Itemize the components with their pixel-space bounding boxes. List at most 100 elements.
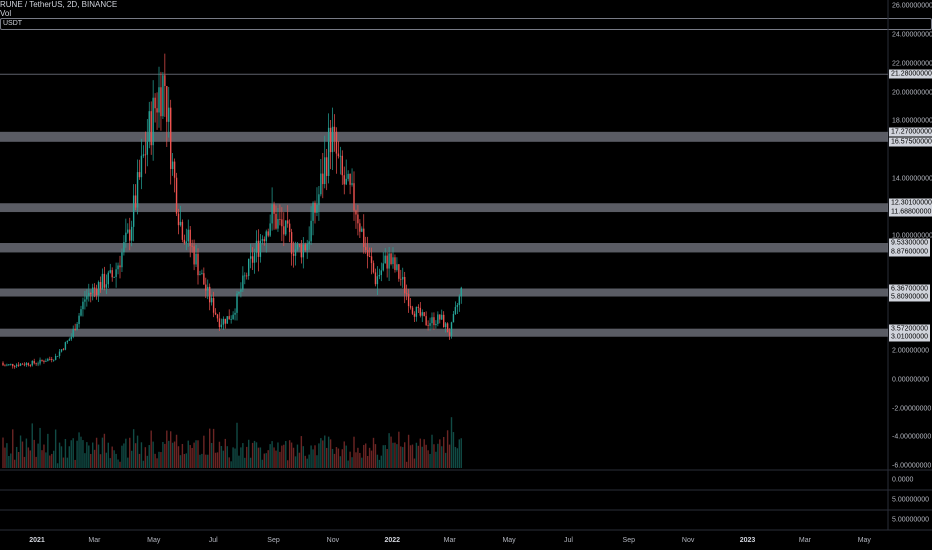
candle-body xyxy=(341,155,343,176)
time-tick-label: May xyxy=(147,537,161,544)
time-tick-label: Mar xyxy=(443,537,456,544)
volume-bar xyxy=(374,444,377,468)
candle-body xyxy=(421,312,423,316)
time-tick-label: Nov xyxy=(681,537,695,544)
volume-bar xyxy=(357,447,359,468)
candle-body xyxy=(308,241,310,244)
volume-bar xyxy=(203,435,205,468)
candle-body xyxy=(376,276,379,285)
volume-bar xyxy=(127,457,129,468)
volume-bar xyxy=(304,455,306,468)
candle-body xyxy=(8,364,10,365)
volume-bar xyxy=(415,442,418,468)
candle-body xyxy=(15,364,18,367)
pane-value-label: 5.00000000 xyxy=(892,516,929,524)
volume-bar xyxy=(226,446,228,468)
volume-bar xyxy=(437,443,439,468)
volume-bar xyxy=(308,454,310,468)
candle-body xyxy=(58,351,61,356)
candle-body xyxy=(253,252,256,263)
candle-body xyxy=(396,264,398,270)
candle-body xyxy=(195,253,197,265)
volume-bar xyxy=(275,450,277,468)
candle-body xyxy=(121,252,123,268)
price-tick-label: -2.00000000 xyxy=(892,405,932,413)
volume-bar xyxy=(148,445,150,468)
candle-body xyxy=(251,256,254,263)
volume-bar xyxy=(117,459,119,468)
volume-bar xyxy=(273,447,275,468)
candle-body xyxy=(327,127,330,176)
candle-body xyxy=(115,269,117,277)
candle-body xyxy=(314,202,316,213)
volume-bar xyxy=(171,442,174,468)
candle-body xyxy=(269,223,271,236)
candle-body xyxy=(411,307,414,314)
candle-body xyxy=(31,360,33,366)
price-level-tag: 9.53300000 xyxy=(889,238,930,248)
time-tick-label: May xyxy=(502,537,516,544)
volume-bar xyxy=(271,441,273,468)
candle-body xyxy=(359,223,361,232)
candle-body xyxy=(405,293,408,295)
volume-indicator-label[interactable]: Vol xyxy=(0,9,12,18)
price-level-tag: 6.36700000 xyxy=(889,284,930,293)
candle-body xyxy=(407,293,410,307)
candle-body xyxy=(355,210,357,215)
volume-bar xyxy=(49,455,51,468)
price-level-tag: 21.28000000 xyxy=(889,69,932,79)
candle-body xyxy=(205,284,207,291)
volume-bar xyxy=(160,452,162,468)
candle-body xyxy=(388,253,390,269)
candle-body xyxy=(347,173,349,179)
candle-body xyxy=(320,173,322,195)
currency-badge[interactable]: USDT xyxy=(0,18,932,30)
price-tick-label: 0.00000000 xyxy=(892,376,929,384)
candle-body xyxy=(446,323,449,333)
candle-body xyxy=(37,363,39,365)
candle-body xyxy=(331,126,334,153)
volume-bar xyxy=(390,436,392,468)
volume-bar xyxy=(224,438,226,468)
volume-bar xyxy=(257,447,260,468)
volume-bar xyxy=(283,444,285,468)
volume-bar xyxy=(333,453,336,468)
volume-bar xyxy=(407,434,410,468)
price-tick-label: 22.00000000 xyxy=(892,60,932,68)
candle-body xyxy=(240,289,242,292)
candle-body xyxy=(162,75,164,117)
candle-body xyxy=(35,363,37,365)
volume-bar xyxy=(419,438,421,468)
volume-bar xyxy=(123,443,125,468)
symbol-title: RUNE / TetherUS, 2D, BINANCE xyxy=(0,0,118,9)
candle-body xyxy=(131,226,133,241)
volume-bar xyxy=(185,453,187,468)
volume-bar xyxy=(253,440,256,468)
candle-body xyxy=(66,340,69,343)
volume-bar xyxy=(152,441,154,468)
volume-bar xyxy=(21,441,24,468)
volume-bar xyxy=(205,454,207,468)
volume-bar xyxy=(207,454,209,468)
candle-body xyxy=(224,318,226,324)
candle-body xyxy=(150,111,152,146)
volume-bar xyxy=(423,439,425,468)
volume-bar xyxy=(378,459,381,468)
volume-bar xyxy=(66,457,69,468)
candle-body xyxy=(236,293,238,313)
volume-bar xyxy=(310,445,312,468)
volume-bar xyxy=(248,439,250,468)
candle-body xyxy=(203,273,205,285)
volume-bar xyxy=(136,435,139,468)
volume-bar xyxy=(460,438,462,468)
candle-body xyxy=(138,172,141,178)
candle-body xyxy=(12,363,14,367)
candle-body xyxy=(267,231,269,236)
volume-bar xyxy=(129,437,131,468)
candle-body xyxy=(179,221,182,226)
volume-bar xyxy=(43,444,45,468)
volume-bar xyxy=(372,437,375,468)
candle-body xyxy=(368,256,371,257)
candle-body xyxy=(29,365,31,366)
